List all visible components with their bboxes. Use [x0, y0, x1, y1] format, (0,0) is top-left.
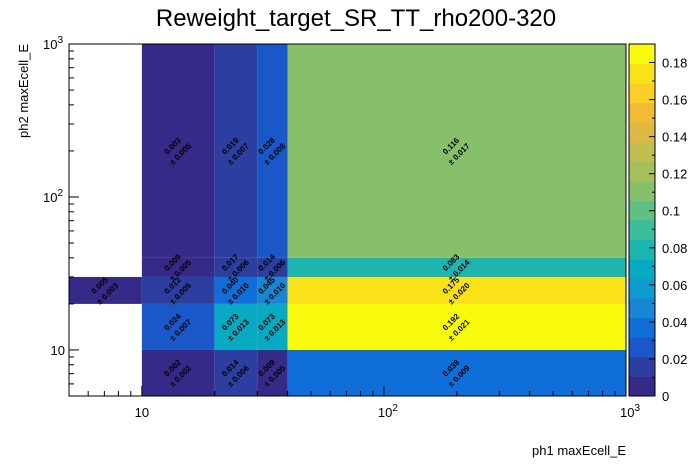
color-bar-swatch [629, 102, 655, 123]
color-bar-swatch [629, 317, 655, 338]
color-bar-swatch [629, 259, 655, 280]
color-bar-swatch [629, 298, 655, 319]
x-tick-label: 103 [620, 403, 640, 420]
color-bar-swatch [629, 220, 655, 241]
color-bar-tick-label: 0.08 [662, 241, 687, 256]
heatmap-cell [141, 303, 215, 350]
color-bar-tick-label: 0.1 [662, 204, 680, 219]
color-bar-tick-label: 0.02 [662, 352, 687, 367]
heatmap-cell [287, 44, 626, 258]
heatmap-cell [141, 276, 215, 304]
heatmap-cell [141, 44, 215, 258]
color-bar-frame [628, 43, 656, 397]
heatmap-cell [257, 276, 288, 304]
heatmap-cell [257, 303, 288, 350]
heatmap-cells [69, 44, 626, 396]
color-bar-swatch [629, 180, 655, 201]
y-tick-label: 10 [51, 343, 65, 358]
x-tick-label: 102 [378, 403, 398, 420]
color-bar-swatch [629, 83, 655, 104]
heatmap-cell [214, 276, 258, 304]
color-bar-tick-label: 0.14 [662, 130, 687, 145]
color-bar-swatch [629, 278, 655, 299]
color-bar-swatch [629, 376, 655, 397]
chart-title: Reweight_target_SR_TT_rho200-320 [156, 5, 556, 32]
heatmap-cell [141, 349, 215, 396]
color-bar-tick-label: 0 [662, 389, 669, 404]
heatmap-cell [257, 257, 288, 277]
heatmap-cell [257, 349, 288, 396]
heatmap-cell [287, 257, 626, 277]
color-bar-tick-label: 0.16 [662, 93, 687, 108]
color-bar-swatch [629, 161, 655, 182]
color-bar-swatch [629, 44, 655, 65]
color-bar-swatch [629, 122, 655, 143]
color-bar-swatch [629, 200, 655, 221]
heatmap-cell [69, 276, 142, 304]
heatmap-cell [287, 303, 626, 350]
y-tick-label: 102 [43, 188, 63, 205]
color-bar-swatch [629, 239, 655, 260]
color-bar-swatch [629, 337, 655, 358]
x-axis-label: ph1 maxEcell_E [532, 443, 626, 458]
color-bar-tick-label: 0.06 [662, 278, 687, 293]
heatmap-cell [214, 257, 258, 277]
heatmap-cell [214, 44, 258, 258]
color-bar: 0 0.02 0.04 0.06 0.08 0.1 0.12 0.14 0.16 0.18 [628, 43, 687, 404]
x-tick-label: 10 [135, 405, 149, 420]
color-bar-tick-label: 0.18 [662, 56, 687, 71]
heatmap-cell [214, 303, 258, 350]
y-tick-label: 103 [43, 35, 63, 52]
heatmap-cell [141, 257, 215, 277]
heatmap-cell [214, 349, 258, 396]
heatmap-cell [257, 44, 288, 258]
color-bar-swatch [629, 141, 655, 162]
color-bar-swatch [629, 356, 655, 377]
heatmap-cell [287, 349, 626, 396]
y-axis-label: ph2 maxEcell_E [16, 44, 31, 138]
color-bar-tick-label: 0.12 [662, 167, 687, 182]
heatmap-cell [287, 276, 626, 304]
color-bar-swatch [629, 63, 655, 84]
plot-frame [68, 43, 627, 397]
color-bar-tick-label: 0.04 [662, 315, 687, 330]
